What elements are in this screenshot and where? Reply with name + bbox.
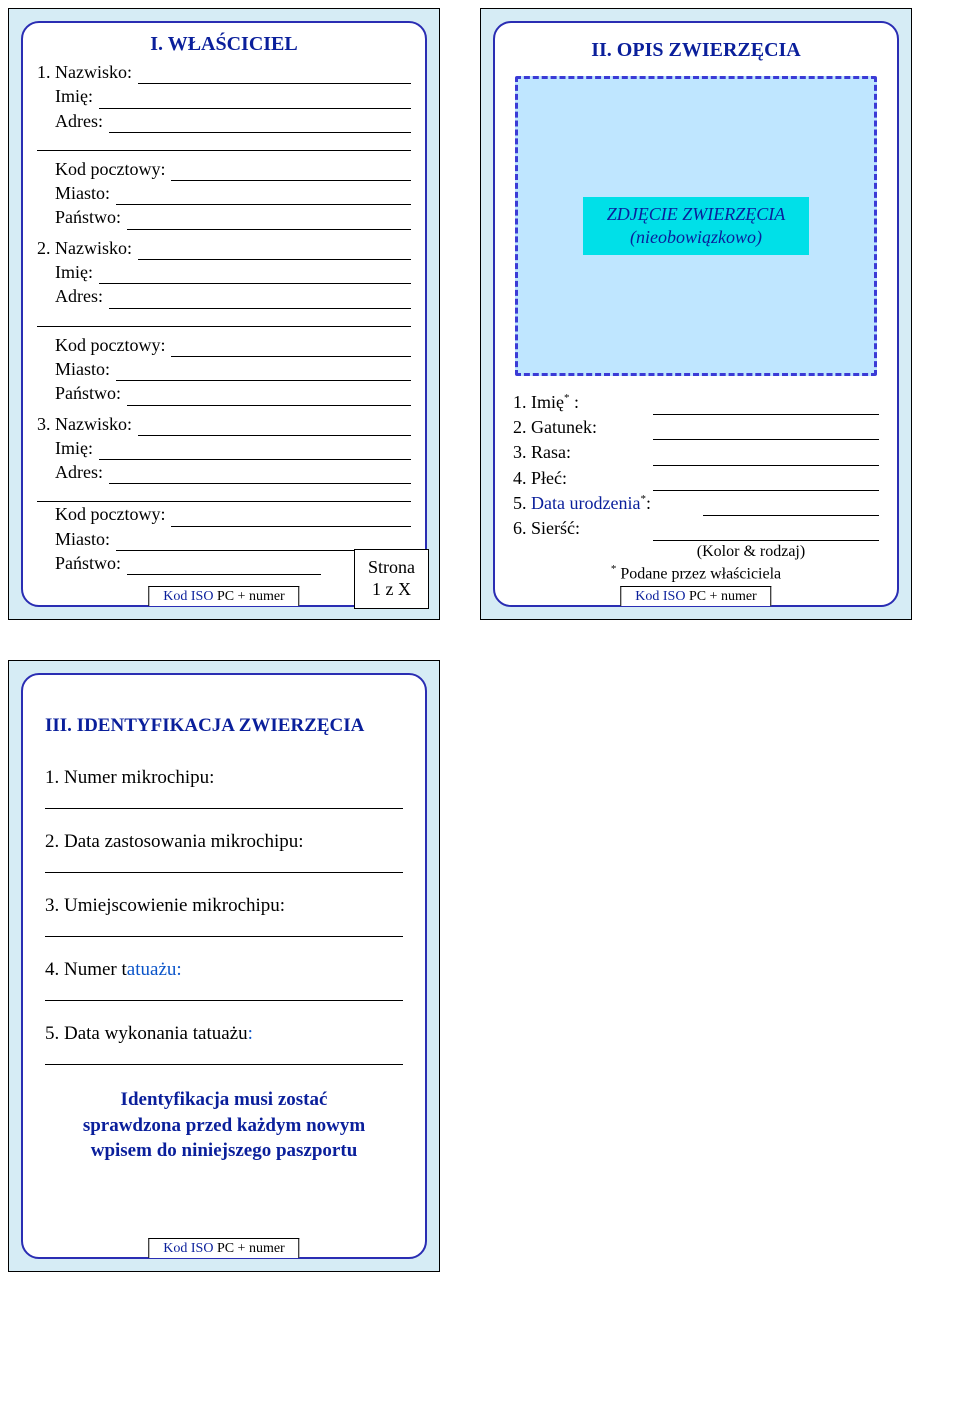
page-box: Strona 1 z X <box>354 549 429 609</box>
photo-zone: ZDJĘCIE ZWIERZĘCIA (nieobowiązkowo) <box>515 76 877 376</box>
microchip-location: 3. Umiejscowienie mikrochipu: <box>45 895 403 937</box>
card-animal: II. OPIS ZWIERZĘCIA ZDJĘCIE ZWIERZĘCIA (… <box>480 8 912 620</box>
photo-label: ZDJĘCIE ZWIERZĘCIA (nieobowiązkowo) <box>583 197 809 256</box>
owner-note: * Podane przez właściciela <box>513 563 879 583</box>
label-surname: 1. Nazwisko: <box>37 60 132 84</box>
animal-species: 2. Gatunek: <box>513 415 879 440</box>
owner1-name: Imię: <box>37 84 411 108</box>
owner2-country: Państwo: <box>37 381 411 405</box>
owner1-postcode: Kod pocztowy: <box>37 157 411 181</box>
owner3-name: Imię: <box>37 436 411 460</box>
animal-sex: 4. Płeć: <box>513 466 879 491</box>
page-box-top: Strona <box>368 557 415 579</box>
animal-breed: 3. Rasa: <box>513 440 879 465</box>
microchip-number: 1. Numer mikrochipu: <box>45 767 403 809</box>
owner1-address: Adres: <box>37 109 411 133</box>
owner3-address: Adres: <box>37 460 411 484</box>
animal-name: 1. Imię* : <box>513 390 879 415</box>
owner2-address: Adres: <box>37 284 411 308</box>
owner3-address-line2 <box>37 488 411 502</box>
owner1-city: Miasto: <box>37 181 411 205</box>
animal-dob: 5. Data urodzenia*: <box>513 491 879 516</box>
owner2-address-line2 <box>37 313 411 327</box>
animal-title: II. OPIS ZWIERZĘCIA <box>509 39 883 62</box>
owner2-name: Imię: <box>37 260 411 284</box>
owner2-surname: 2. Nazwisko: <box>37 236 411 260</box>
owner3-city: Miasto: <box>37 527 411 551</box>
card-owner-inner: I. WŁAŚCICIEL 1. Nazwisko: Imię: Adres: … <box>21 21 427 607</box>
animal-coat: 6. Sierść: <box>513 516 879 541</box>
tattoo-number: 4. Numer tatuażu: <box>45 959 403 1001</box>
iso-footnote-3: Kod ISO PC + numer <box>148 1238 299 1258</box>
tattoo-date: 5. Data wykonania tatuażu: <box>45 1023 403 1065</box>
owner1-surname: 1. Nazwisko: <box>37 60 411 84</box>
microchip-date: 2. Data zastosowania mikrochipu: <box>45 831 403 873</box>
owner2-postcode: Kod pocztowy: <box>37 333 411 357</box>
owner1-address-line2 <box>37 137 411 151</box>
owner2-city: Miasto: <box>37 357 411 381</box>
owner3-postcode: Kod pocztowy: <box>37 502 411 526</box>
iso-footnote-2: Kod ISO PC + numer <box>620 586 771 606</box>
ident-note: Identyfikacja musi zostać sprawdzona prz… <box>45 1087 403 1164</box>
coat-note: (Kolor & rodzaj) <box>513 543 879 561</box>
card-identification-inner: III. IDENTYFIKACJA ZWIERZĘCIA 1. Numer m… <box>21 673 427 1259</box>
owner-title: I. WŁAŚCICIEL <box>37 33 411 56</box>
owner1-country: Państwo: <box>37 205 411 229</box>
card-owner: I. WŁAŚCICIEL 1. Nazwisko: Imię: Adres: … <box>8 8 440 620</box>
card-identification: III. IDENTYFIKACJA ZWIERZĘCIA 1. Numer m… <box>8 660 440 1272</box>
owner3-surname: 3. Nazwisko: <box>37 412 411 436</box>
card-animal-inner: II. OPIS ZWIERZĘCIA ZDJĘCIE ZWIERZĘCIA (… <box>493 21 899 607</box>
page-box-bot: 1 z X <box>372 579 411 601</box>
iso-footnote-1: Kod ISO PC + numer <box>148 586 299 606</box>
ident-title: III. IDENTYFIKACJA ZWIERZĘCIA <box>45 715 403 737</box>
